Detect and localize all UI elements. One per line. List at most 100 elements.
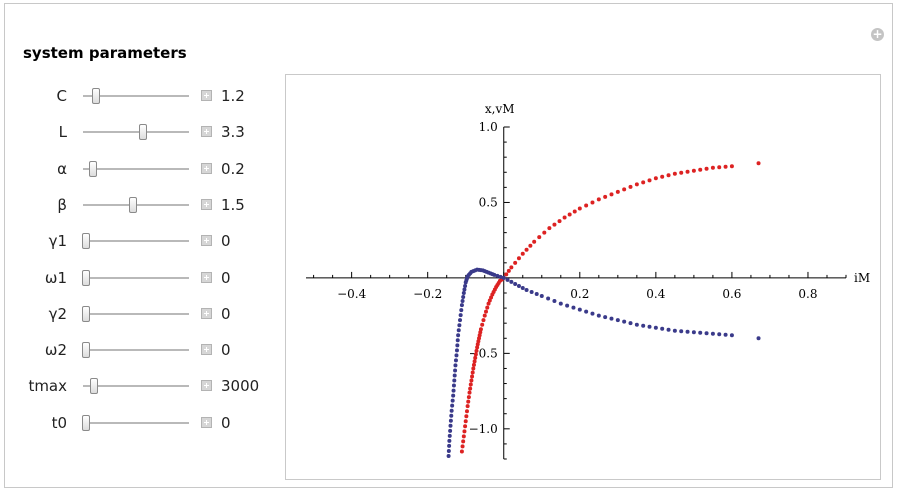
data-point — [546, 296, 551, 301]
data-point — [489, 295, 494, 300]
expand-slider-plus-icon[interactable] — [201, 344, 212, 356]
data-point — [450, 403, 455, 408]
data-point — [495, 273, 500, 278]
data-point — [446, 448, 451, 453]
param-slider[interactable] — [82, 233, 189, 250]
data-point — [447, 438, 452, 443]
data-point — [461, 439, 466, 444]
data-point — [698, 167, 703, 172]
param-label: α — [57, 159, 67, 178]
data-point — [470, 370, 475, 375]
data-point — [641, 180, 646, 185]
slider-thumb[interactable] — [88, 160, 97, 177]
data-point — [577, 307, 582, 312]
data-point — [505, 277, 510, 282]
data-point — [572, 209, 577, 214]
x-tick-label: 0.6 — [722, 287, 741, 301]
data-point — [628, 184, 633, 189]
expand-slider-plus-icon[interactable] — [201, 380, 212, 392]
data-point — [660, 174, 665, 179]
expand-slider-plus-icon[interactable] — [201, 198, 212, 210]
slider-thumb[interactable] — [128, 196, 137, 213]
data-point — [498, 274, 503, 279]
data-point — [562, 215, 567, 220]
expand-slider-plus-icon[interactable] — [201, 126, 212, 138]
param-slider[interactable] — [82, 305, 189, 322]
slider-thumb[interactable] — [82, 342, 91, 359]
slider-thumb[interactable] — [82, 305, 91, 322]
data-point — [451, 393, 456, 398]
expand-slider-plus-icon[interactable] — [201, 416, 212, 428]
data-point — [729, 333, 734, 338]
param-row: γ2 0 — [5, 304, 285, 324]
data-point — [466, 399, 471, 404]
x-tick-label: 0.8 — [798, 287, 817, 301]
param-value: 0 — [221, 304, 231, 323]
expand-slider-plus-icon[interactable] — [201, 235, 212, 247]
data-point — [460, 444, 465, 449]
data-point — [466, 395, 471, 400]
param-label: ω1 — [44, 268, 67, 287]
data-point — [465, 404, 470, 409]
slider-thumb[interactable] — [139, 124, 148, 141]
slider-thumb[interactable] — [89, 378, 98, 395]
param-slider[interactable] — [83, 378, 189, 395]
data-point — [463, 419, 468, 424]
slider-thumb[interactable] — [82, 233, 91, 250]
param-slider[interactable] — [83, 196, 189, 213]
data-point — [446, 453, 451, 458]
data-point — [723, 164, 728, 169]
data-point — [666, 327, 671, 332]
data-point — [717, 332, 722, 337]
param-value: 0 — [221, 232, 231, 251]
x-tick-label: −0.2 — [413, 287, 442, 301]
slider-thumb[interactable] — [82, 414, 91, 431]
param-slider[interactable] — [82, 269, 189, 286]
data-point — [462, 429, 467, 434]
expand-slider-plus-icon[interactable] — [201, 307, 212, 319]
expand-slider-plus-icon[interactable] — [201, 271, 212, 283]
param-slider[interactable] — [83, 124, 189, 141]
param-slider[interactable] — [83, 160, 189, 177]
slider-thumb[interactable] — [91, 88, 100, 104]
data-point — [475, 345, 480, 350]
data-point — [464, 414, 469, 419]
data-point — [577, 206, 582, 211]
data-point — [461, 434, 466, 439]
param-slider[interactable] — [82, 414, 189, 431]
expand-slider-plus-icon[interactable] — [201, 162, 212, 174]
data-point — [454, 348, 459, 353]
add-bookmark-plus-icon[interactable]: + — [871, 27, 884, 41]
data-point — [463, 283, 468, 288]
data-point — [471, 366, 476, 371]
data-point — [565, 303, 570, 308]
data-point — [710, 165, 715, 170]
data-point — [542, 230, 547, 235]
data-point — [596, 197, 601, 202]
data-point — [571, 305, 576, 310]
slider-thumb[interactable] — [82, 269, 91, 286]
param-value: 1.5 — [221, 195, 245, 214]
data-point — [524, 287, 529, 292]
expand-slider-plus-icon[interactable] — [201, 90, 212, 101]
x-tick-label: 0.2 — [570, 287, 589, 301]
y-tick-label: 0.5 — [479, 195, 498, 209]
data-point — [615, 318, 620, 323]
data-point — [471, 362, 476, 367]
data-point — [609, 316, 614, 321]
data-point — [484, 309, 488, 314]
data-point — [464, 409, 469, 414]
data-point — [450, 398, 455, 403]
data-point — [596, 313, 601, 318]
param-slider[interactable] — [83, 88, 189, 104]
param-row: γ1 0 — [5, 231, 285, 251]
data-point — [679, 170, 684, 175]
param-label: γ2 — [48, 304, 67, 323]
data-point — [455, 343, 460, 348]
data-point — [506, 268, 511, 273]
data-point — [710, 331, 715, 336]
data-point — [457, 323, 462, 328]
param-label: tmax — [28, 377, 67, 396]
param-slider[interactable] — [82, 342, 189, 359]
data-point — [452, 378, 457, 383]
